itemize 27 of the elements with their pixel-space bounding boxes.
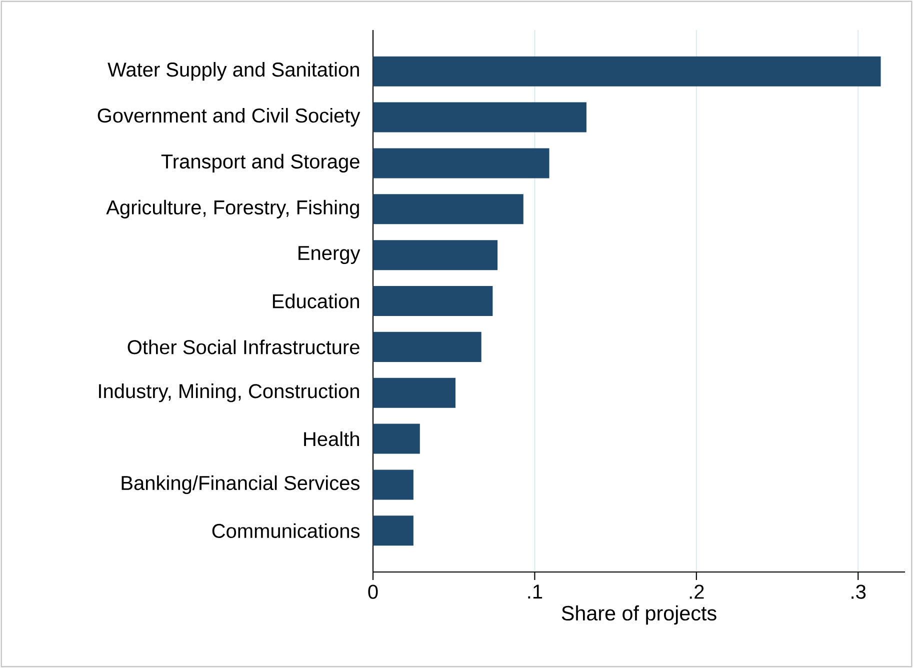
y-tick-label: Agriculture, Forestry, Fishing bbox=[106, 200, 359, 218]
y-tick-label: Government and Civil Society bbox=[98, 108, 360, 127]
y-tick-label: Education bbox=[272, 294, 359, 308]
y-tick-label: Energy bbox=[298, 246, 360, 264]
bar bbox=[373, 102, 586, 132]
x-tick-label: 0 bbox=[368, 584, 378, 599]
bar bbox=[373, 148, 550, 178]
bar bbox=[373, 56, 881, 86]
bar bbox=[373, 470, 414, 500]
y-tick-label: Water Supply and Sanitation bbox=[108, 62, 359, 81]
x-tick-label: .2 bbox=[690, 584, 704, 599]
x-tick-label: .1 bbox=[528, 584, 542, 598]
bar bbox=[373, 516, 414, 546]
x-axis-title: Share of projects bbox=[562, 605, 716, 625]
y-tick-label: Transport and Storage bbox=[161, 154, 360, 173]
bar bbox=[373, 424, 420, 454]
x-tick-label: .3 bbox=[852, 584, 866, 599]
y-tick-label: Communications bbox=[212, 523, 360, 538]
bar bbox=[373, 286, 493, 316]
y-tick-label: Industry, Mining, Construction bbox=[99, 384, 359, 402]
y-tick-label: Other Social Infrastructure bbox=[128, 340, 360, 354]
bar bbox=[373, 332, 482, 362]
y-tick-label: Banking/Financial Services bbox=[122, 475, 360, 494]
y-tick-label: Health bbox=[304, 431, 359, 446]
bar bbox=[373, 194, 524, 224]
bar bbox=[373, 240, 498, 270]
bar bbox=[373, 378, 456, 408]
